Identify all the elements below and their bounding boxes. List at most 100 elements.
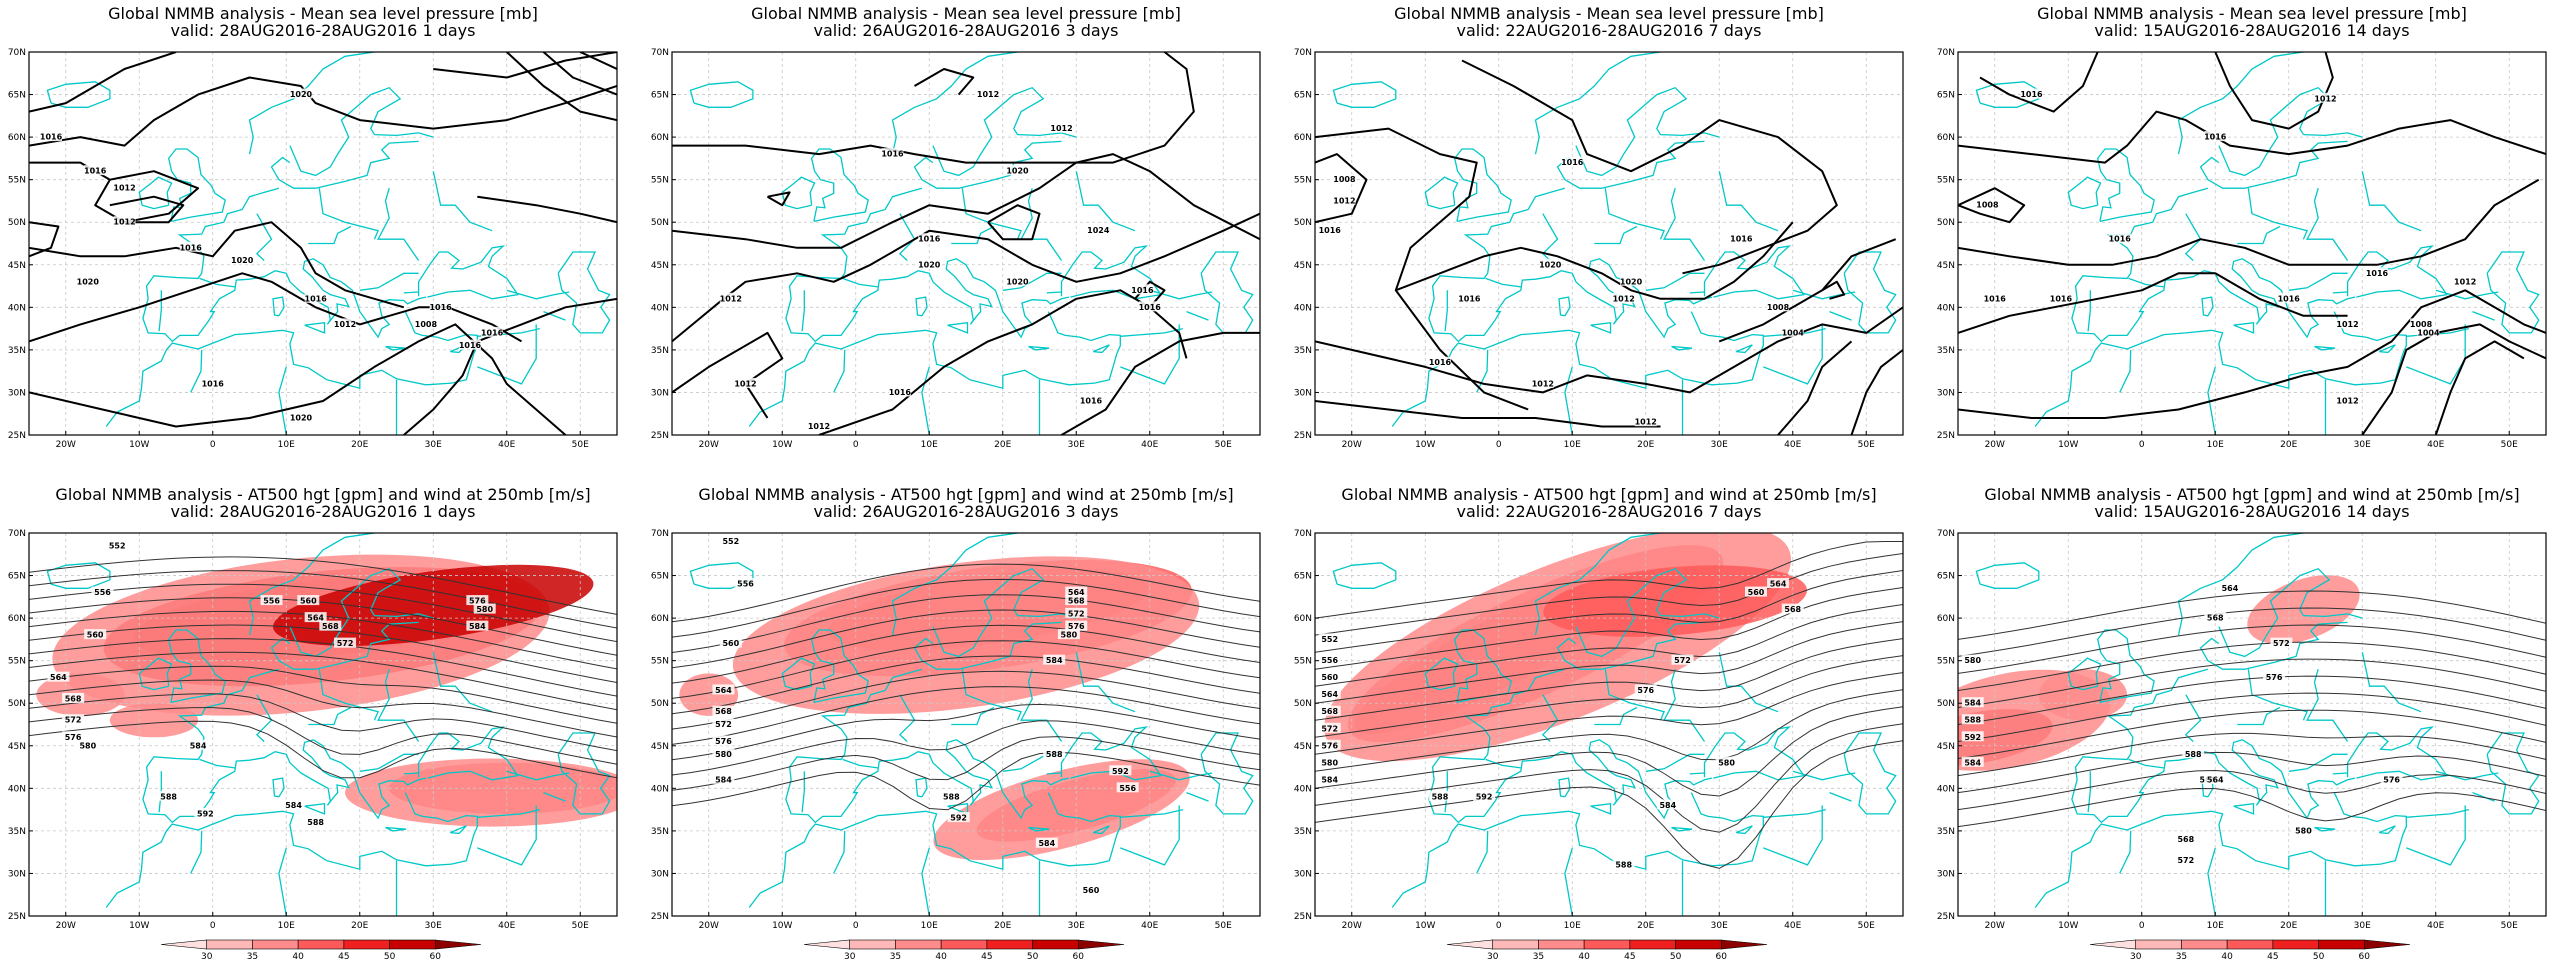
contour-label: 1016: [459, 341, 482, 350]
lon-label: 50E: [1215, 921, 1232, 931]
isobar: [29, 323, 567, 435]
contour-label: 572: [65, 716, 82, 725]
contour-label: 552: [722, 537, 739, 546]
contour-label-bg: [1138, 301, 1161, 312]
panel-frame: [1314, 532, 1904, 917]
coastline: [506, 770, 570, 781]
isobar: [1958, 187, 2026, 224]
colorbar-swatch: [803, 939, 851, 950]
coastline: [2067, 176, 2102, 210]
panel-subtitle: valid: 26AUG2016-28AUG2016 3 days: [814, 502, 1119, 521]
isobar: [29, 272, 523, 343]
coastline: [801, 290, 805, 332]
colorbar-swatch: [1032, 939, 1079, 950]
lon-label: 30E: [2354, 440, 2371, 450]
coastline: [138, 176, 173, 210]
colorbar-swatch: [160, 939, 208, 950]
contour-label-bg: [712, 705, 735, 716]
coastline: [2034, 810, 2381, 908]
contour-label-bg: [1035, 837, 1058, 848]
height-contour: [1958, 607, 2546, 657]
contour-label-bg: [1065, 595, 1088, 606]
isobar: [672, 153, 1260, 249]
height-contour: [672, 736, 1260, 791]
lon-label: 20E: [1637, 440, 1654, 450]
contour-label: 1016: [2020, 90, 2043, 99]
isobar: [1315, 153, 1368, 224]
contour-label-bg: [1634, 684, 1657, 695]
contour-label-bg: [304, 816, 327, 827]
contour-label-bg: [2204, 773, 2227, 784]
contour-label: 580: [1321, 758, 1338, 767]
lat-label: 60N: [651, 614, 669, 624]
colorbar-swatch: [2089, 939, 2137, 950]
contour-label-bg: [719, 535, 742, 546]
lat-label: 65N: [651, 91, 669, 101]
map-panel: Global NMMB analysis - Mean sea level pr…: [1937, 4, 2547, 450]
contour-label-bg: [2365, 267, 2388, 278]
contour-label-bg: [2277, 292, 2300, 303]
lon-label: 10E: [278, 440, 295, 450]
colorbar-swatch: [206, 939, 253, 950]
lat-label: 50N: [1294, 218, 1312, 228]
coastline: [2247, 188, 2309, 240]
lon-label: 10E: [278, 921, 295, 931]
lat-label: 35N: [1294, 346, 1312, 356]
contour-label: 1004: [2417, 328, 2440, 337]
contour-label: 1016: [1080, 396, 1103, 405]
contour-label: 584: [190, 741, 207, 750]
coastline: [921, 847, 930, 916]
coastline: [432, 171, 493, 232]
contour-label: 564: [307, 614, 324, 623]
contour-label: 1012: [2336, 396, 2358, 405]
isobar: [433, 52, 617, 79]
lat-label: 25N: [8, 912, 26, 922]
contour-label-bg: [1961, 697, 1984, 708]
lat-label: 30N: [8, 388, 26, 398]
lat-label: 55N: [1937, 176, 1955, 186]
colorbar-tick: 40: [292, 952, 304, 960]
map-panel: Global NMMB analysis - AT500 hgt [gpm] a…: [1937, 485, 2547, 962]
contour-label: 568: [1784, 605, 1801, 614]
coastline: [1575, 567, 1688, 658]
coastline: [248, 52, 434, 155]
contour-label: 1016: [40, 133, 63, 142]
colorbar-swatch: [434, 939, 482, 950]
coastline: [1149, 770, 1213, 781]
coastline: [810, 629, 869, 704]
height-contour: [29, 665, 617, 724]
contour-label: 560: [722, 639, 739, 648]
isobar: [1061, 331, 1260, 435]
coastline: [2306, 188, 2349, 261]
contour-label: 1020: [1539, 260, 1562, 269]
contour-label: 564: [715, 686, 732, 695]
colorbar-tick: 35: [247, 952, 258, 960]
coastline: [947, 321, 969, 334]
coastline: [1590, 321, 1612, 334]
isobar: [29, 52, 177, 113]
coastline: [2087, 290, 2091, 332]
coastline: [1690, 792, 1764, 865]
colorbar-tick: 40: [1578, 952, 1590, 960]
contour-label: 564: [1770, 580, 1787, 589]
contour-label: 564: [2222, 584, 2239, 593]
coastline: [2303, 132, 2363, 138]
contour-label-bg: [1561, 156, 1584, 167]
contour-label-bg: [712, 735, 735, 746]
lon-label: 50E: [572, 921, 589, 931]
contour-label-bg: [84, 629, 107, 640]
coastline: [2218, 86, 2331, 177]
contour-label: 584: [1964, 758, 1981, 767]
contour-label: 576: [1068, 622, 1085, 631]
lat-label: 25N: [1937, 431, 1955, 441]
coastline: [1534, 533, 1720, 636]
coastline: [801, 771, 805, 813]
panel-frame: [671, 532, 1261, 917]
height-contour: [672, 578, 1260, 638]
coastline: [915, 777, 928, 798]
isobar: [1958, 110, 2546, 164]
coastline: [913, 140, 1062, 189]
contour-label: 1016: [202, 379, 225, 388]
contour-label-bg: [2454, 275, 2477, 286]
panel-frame: [671, 51, 1261, 436]
